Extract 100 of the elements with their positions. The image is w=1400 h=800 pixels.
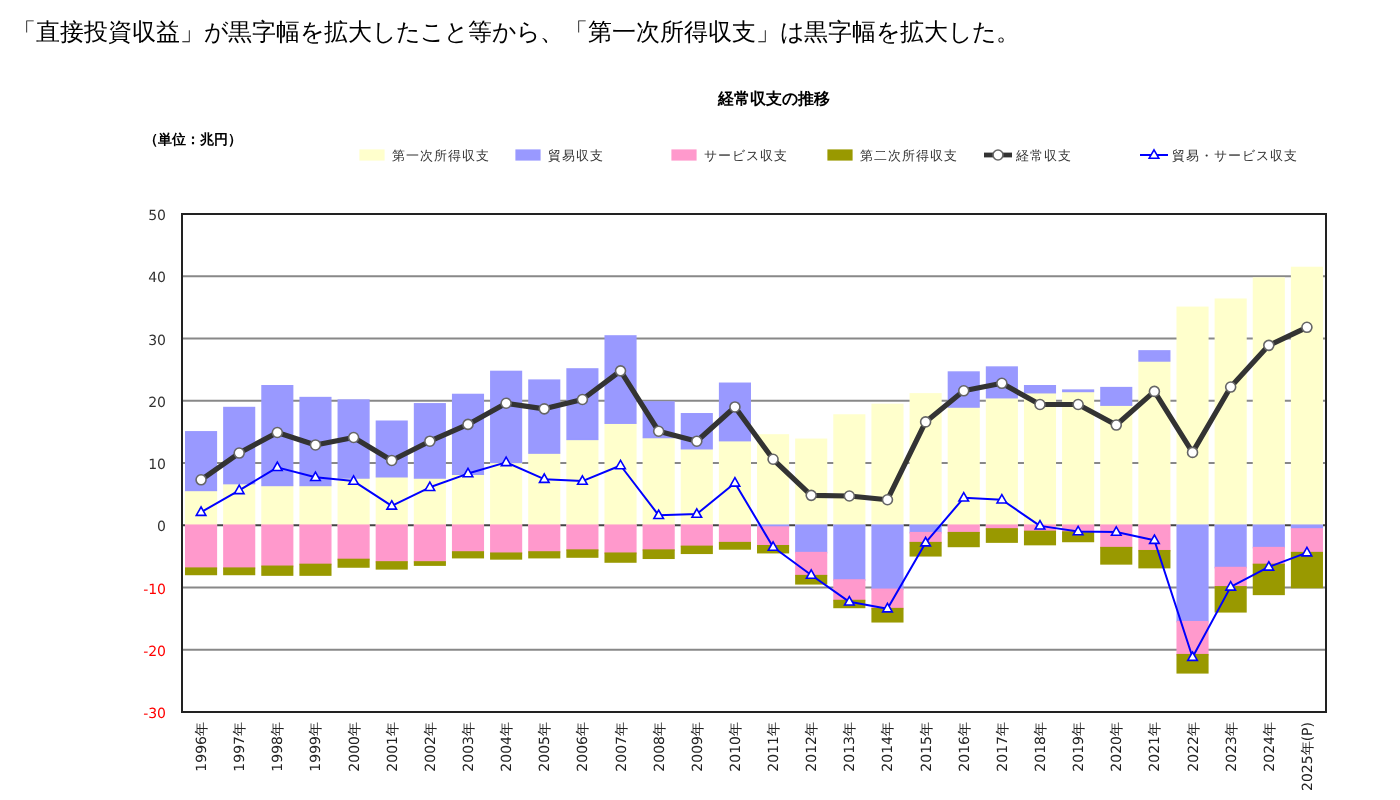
point xyxy=(1263,560,1275,571)
bar xyxy=(375,561,408,570)
point xyxy=(386,499,398,510)
bar xyxy=(375,524,408,563)
bar xyxy=(1290,528,1323,554)
text: 「直接投資収益」が黒字幅を拡大したこと等から、「第一次所得収支」は黒字幅を拡大した。 xyxy=(12,18,1020,46)
bar xyxy=(718,439,751,527)
bar xyxy=(833,414,866,527)
point xyxy=(576,475,588,486)
bar xyxy=(718,541,751,550)
bar xyxy=(833,524,866,581)
point xyxy=(462,467,474,478)
chart-title: 経常収支の推移 xyxy=(716,90,830,108)
point xyxy=(653,509,665,520)
bar xyxy=(1252,524,1285,549)
bar xyxy=(1100,386,1133,406)
bar xyxy=(223,524,256,569)
point xyxy=(691,508,703,519)
bar xyxy=(299,563,332,576)
point xyxy=(843,595,855,606)
point xyxy=(500,456,512,467)
bar xyxy=(985,528,1018,543)
bar xyxy=(642,436,675,527)
bar xyxy=(909,393,942,527)
bar xyxy=(947,531,980,548)
bar xyxy=(1214,524,1247,569)
point xyxy=(1186,651,1199,662)
point xyxy=(1072,525,1084,536)
bar xyxy=(490,552,523,560)
bar xyxy=(1023,391,1057,527)
point xyxy=(996,493,1008,504)
bar xyxy=(871,403,904,527)
bar xyxy=(528,551,561,559)
bar xyxy=(490,461,523,527)
bar xyxy=(1138,549,1171,569)
point xyxy=(1225,580,1237,591)
point xyxy=(958,491,970,502)
bar xyxy=(1138,350,1171,362)
bar xyxy=(1214,298,1247,527)
bar xyxy=(566,524,599,551)
point xyxy=(1301,546,1313,557)
bar xyxy=(680,545,713,555)
bar xyxy=(604,422,637,527)
bar xyxy=(566,438,599,527)
bar xyxy=(223,567,256,576)
bar xyxy=(375,475,408,527)
bar xyxy=(337,558,370,568)
point xyxy=(729,476,741,487)
bar xyxy=(680,447,713,527)
point xyxy=(767,541,779,552)
bar xyxy=(451,473,485,527)
bar xyxy=(1176,524,1209,623)
bar xyxy=(261,524,294,568)
bar xyxy=(604,524,637,555)
bar xyxy=(1138,360,1171,527)
bar xyxy=(1252,277,1285,527)
bar xyxy=(528,524,561,553)
bar xyxy=(871,524,904,591)
bar xyxy=(604,552,637,563)
bar xyxy=(1100,546,1133,565)
point xyxy=(309,471,322,482)
bar xyxy=(413,403,446,479)
bar xyxy=(451,551,485,559)
bar xyxy=(642,524,675,551)
bar xyxy=(795,524,828,554)
bar xyxy=(1100,404,1133,527)
point xyxy=(348,475,360,486)
bar xyxy=(185,524,218,569)
bar xyxy=(947,406,980,527)
bar xyxy=(1176,306,1209,527)
point xyxy=(538,473,550,484)
bar xyxy=(1290,266,1323,527)
bar xyxy=(299,484,332,527)
bar xyxy=(1023,385,1057,394)
bar xyxy=(490,370,523,464)
bar xyxy=(261,565,294,576)
point xyxy=(881,602,894,613)
point xyxy=(1034,519,1046,530)
point xyxy=(614,459,627,470)
bar xyxy=(718,524,751,544)
bar xyxy=(261,484,294,527)
point xyxy=(271,461,283,472)
bar xyxy=(528,379,561,454)
bar xyxy=(451,524,485,553)
bar xyxy=(299,524,332,566)
bar xyxy=(1023,530,1057,546)
bar xyxy=(680,524,713,548)
bar xyxy=(413,524,446,563)
bar xyxy=(642,549,675,560)
bar xyxy=(795,438,828,527)
bar xyxy=(985,396,1018,527)
bar xyxy=(1062,390,1095,527)
bar xyxy=(1290,551,1323,589)
point xyxy=(424,481,436,492)
bar xyxy=(185,567,218,576)
bar xyxy=(490,524,523,555)
bar xyxy=(566,549,599,558)
bar xyxy=(528,452,561,527)
point xyxy=(233,484,245,495)
bar xyxy=(337,524,370,561)
